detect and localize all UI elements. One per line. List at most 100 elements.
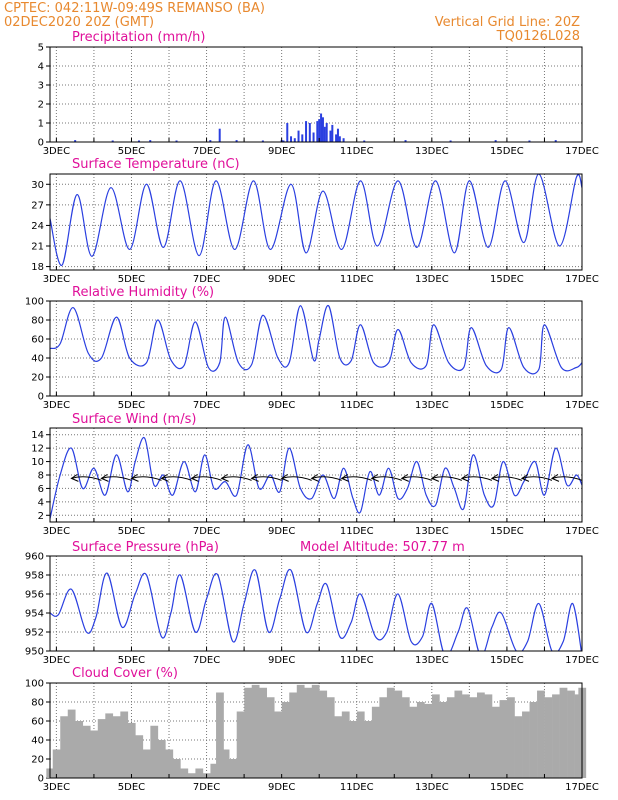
x-tick-label: 17DEC: [565, 274, 599, 285]
wind-arrow-shaft: [521, 476, 553, 481]
precip-bar: [331, 124, 334, 142]
x-tick-label: 17DEC: [565, 655, 599, 666]
x-tick-label: 7DEC: [193, 400, 220, 411]
cloud-bar: [484, 694, 493, 778]
cloud-bar: [97, 719, 106, 778]
cloud-bar: [394, 690, 403, 778]
y-tick-label: 0: [38, 138, 44, 149]
series-line: [50, 436, 582, 519]
precip-bar: [312, 132, 315, 142]
x-tick-label: 7DEC: [193, 146, 220, 157]
wind-arrow-head: [340, 473, 349, 482]
wind-arrow-head: [490, 473, 500, 482]
cloud-bar: [492, 706, 500, 778]
precip-bar: [449, 140, 452, 142]
cloud-bar: [461, 694, 470, 778]
wind-arrow-head: [220, 473, 229, 482]
wind-arrow: [280, 473, 312, 482]
cloud-bar: [90, 730, 99, 778]
cloud-bar: [341, 711, 350, 778]
panel-5: Surface Pressure (hPa) Model Altitude: 50…: [25, 540, 599, 666]
precip-bar: [329, 130, 332, 142]
x-tick-label: 5DEC: [118, 655, 145, 666]
wind-arrow-shaft: [341, 476, 372, 481]
cloud-bar: [142, 749, 151, 778]
wind-arrow-head: [190, 473, 199, 482]
wind-arrow-head: [70, 473, 79, 482]
cloud-bar: [454, 690, 463, 778]
precip-bar: [320, 113, 323, 142]
x-tick-label: 3DEC: [43, 274, 70, 285]
cloud-bar: [424, 703, 433, 778]
cloud-bar: [439, 702, 448, 778]
wind-arrow: [250, 473, 282, 482]
cloud-bar: [52, 749, 61, 778]
cloud-bar: [281, 702, 290, 778]
cloud-bar: [221, 749, 230, 778]
cloud-bar: [165, 749, 174, 778]
y-tick-label: 80: [31, 698, 44, 709]
cloud-bar: [67, 709, 76, 778]
series-line: [50, 174, 582, 266]
cloud-bar: [135, 735, 144, 778]
cloud-bar: [180, 768, 189, 778]
precip-bar: [323, 126, 326, 142]
x-tick-label: 11DEC: [340, 400, 374, 411]
cloud-bar: [75, 721, 84, 778]
x-tick-label: 13DEC: [415, 526, 449, 537]
cloud-bar: [112, 716, 121, 778]
wind-arrow-shaft: [431, 476, 462, 481]
precip-bar: [318, 119, 321, 142]
wind-arrow-shaft: [491, 476, 523, 481]
wind-arrow: [190, 473, 222, 482]
precip-bar: [338, 136, 341, 142]
cloud-bar: [82, 725, 91, 778]
wind-arrow-shaft: [401, 476, 432, 481]
cloud-bar: [304, 687, 313, 778]
y-tick-label: 952: [25, 628, 44, 639]
panel-title: Relative Humidity (%): [72, 285, 214, 300]
x-tick-label: 15DEC: [490, 146, 524, 157]
y-tick-label: 2: [38, 511, 44, 522]
cloud-bar: [311, 684, 320, 778]
precip-bar: [235, 140, 238, 142]
x-tick-label: 7DEC: [193, 782, 220, 793]
panel-frame: [49, 555, 583, 652]
x-tick-label: 3DEC: [43, 146, 70, 157]
cloud-bar: [289, 692, 298, 778]
cloud-bar: [187, 773, 196, 778]
x-tick-label: 5DEC: [118, 526, 145, 537]
y-tick-label: 20: [31, 373, 44, 384]
cloud-bar: [537, 690, 545, 778]
x-tick-label: 17DEC: [565, 782, 599, 793]
wind-arrow-shaft: [71, 476, 102, 481]
x-tick-label: 7DEC: [193, 526, 220, 537]
cloud-bar: [446, 697, 455, 778]
cloud-bar: [431, 694, 440, 778]
cloud-bar: [334, 716, 343, 778]
cloud-bar: [522, 711, 530, 778]
cloud-bar: [544, 697, 553, 778]
precip-bar: [325, 123, 328, 142]
precip-bar: [528, 140, 531, 142]
precip-bar: [404, 140, 407, 142]
x-tick-label: 13DEC: [415, 655, 449, 666]
wind-arrow: [400, 473, 432, 482]
x-tick-label: 11DEC: [340, 782, 374, 793]
cloud-bar: [274, 711, 283, 778]
wind-arrow: [520, 473, 553, 482]
panel-3: Relative Humidity (%) 0 20 40 60 80 100 3DEC 5DE…: [25, 285, 599, 411]
wind-arrow: [160, 473, 192, 482]
y-tick-label: 20: [31, 755, 44, 766]
wind-arrow-head: [550, 473, 560, 482]
header-model: TQ0126L028: [496, 29, 580, 44]
panel-4: Surface Wind (m/s) 2 4 6 8 10 12 14 3DEC 5DEC 7DEC…: [31, 412, 599, 537]
wind-arrow-head: [100, 473, 109, 482]
panel-title: Surface Pressure (hPa): [72, 540, 219, 555]
cloud-bar: [349, 721, 358, 778]
panel-title: Precipitation (mm/h): [72, 30, 205, 45]
cloud-bar: [529, 702, 538, 778]
y-tick-label: 4: [38, 497, 44, 508]
precip-bar: [335, 134, 338, 142]
